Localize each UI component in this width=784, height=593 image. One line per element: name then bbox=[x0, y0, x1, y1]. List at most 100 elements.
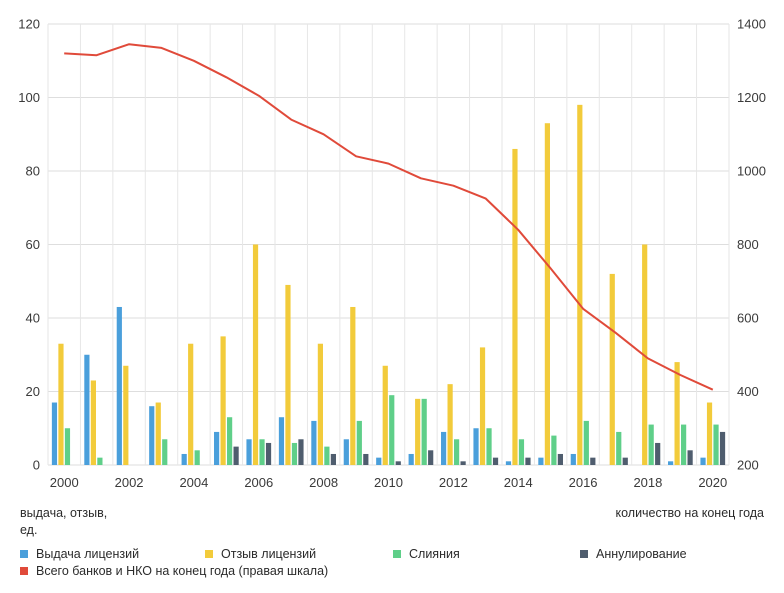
legend-label: Отзыв лицензий bbox=[221, 547, 317, 561]
bar-series bbox=[51, 104, 726, 465]
left-axis-ticks: 0 20 40 60 80 100 120 bbox=[18, 17, 40, 473]
bar-2-2017 bbox=[609, 273, 615, 465]
bar-2-2016 bbox=[577, 104, 583, 465]
legend-swatch bbox=[580, 550, 588, 558]
bar-2-2011 bbox=[415, 398, 421, 465]
bar-4-2006 bbox=[265, 442, 272, 465]
bar-2-2020 bbox=[706, 402, 713, 465]
right-tick-label: 1200 bbox=[737, 90, 766, 105]
bar-2-2009 bbox=[350, 306, 356, 465]
bar-2-2002 bbox=[123, 365, 129, 465]
bar-3-2014 bbox=[518, 439, 525, 465]
bar-2-2012 bbox=[447, 384, 453, 465]
bar-4-2011 bbox=[428, 450, 434, 465]
bar-4-2008 bbox=[330, 453, 336, 465]
bar-3-2000 bbox=[64, 428, 71, 465]
bar-1-2011 bbox=[408, 453, 414, 465]
bar-3-2007 bbox=[291, 442, 298, 465]
bar-3-2004 bbox=[194, 450, 200, 465]
bar-2-2000 bbox=[58, 343, 64, 465]
left-tick-label: 60 bbox=[26, 237, 40, 252]
total-banks-line bbox=[64, 43, 714, 391]
bar-4-2018 bbox=[655, 442, 661, 465]
left-tick-label: 0 bbox=[33, 458, 40, 473]
bar-4-2013 bbox=[492, 457, 499, 465]
bar-1-2019 bbox=[668, 461, 674, 465]
bar-3-2010 bbox=[389, 395, 395, 465]
bar-4-2015 bbox=[557, 453, 563, 465]
bar-3-2020 bbox=[713, 424, 719, 465]
bar-2-2014 bbox=[512, 148, 518, 465]
legend-item-issuance: Выдача лицензий bbox=[20, 547, 139, 561]
bar-3-2012 bbox=[454, 439, 460, 465]
legend-label: Аннулирование bbox=[596, 547, 687, 561]
bar-2-2006 bbox=[252, 244, 259, 465]
legend-item-mergers: Слияния bbox=[393, 547, 460, 561]
legend-item-annulment: Аннулирование bbox=[580, 547, 687, 561]
x-tick-label: 2020 bbox=[698, 475, 727, 490]
bar-4-2009 bbox=[363, 453, 369, 465]
bar-3-2019 bbox=[681, 424, 687, 465]
bar-1-2010 bbox=[376, 457, 382, 465]
right-tick-label: 1000 bbox=[737, 164, 766, 179]
bar-1-2006 bbox=[246, 439, 252, 465]
legend-label: Всего банков и НКО на конец года (правая… bbox=[36, 564, 329, 578]
bar-2-2013 bbox=[479, 347, 486, 465]
left-axis-label-line2: ед. bbox=[20, 523, 38, 537]
right-tick-label: 200 bbox=[737, 458, 759, 473]
legend-item-revocation: Отзыв лицензий bbox=[205, 547, 316, 561]
x-axis-ticks: 2000 2002 2004 2006 2008 2010 2012 2014 2016 2018… bbox=[50, 475, 727, 490]
bar-3-2009 bbox=[356, 420, 362, 465]
x-tick-label: 2006 bbox=[244, 475, 273, 490]
bar-4-2016 bbox=[590, 457, 596, 465]
left-axis-label: выдача, отзыв, ед. bbox=[20, 505, 107, 539]
bar-1-2009 bbox=[343, 439, 349, 465]
bar-3-2011 bbox=[421, 398, 427, 465]
bar-2-2005 bbox=[220, 336, 226, 465]
legend-swatch bbox=[20, 567, 28, 575]
x-tick-label: 2000 bbox=[50, 475, 79, 490]
left-axis-label-line1: выдача, отзыв, bbox=[20, 506, 108, 520]
x-tick-label: 2016 bbox=[569, 475, 598, 490]
bar-1-2020 bbox=[700, 457, 706, 465]
bar-3-2016 bbox=[583, 420, 589, 465]
bar-2-2008 bbox=[317, 343, 323, 465]
right-tick-label: 400 bbox=[737, 384, 759, 399]
x-tick-label: 2018 bbox=[633, 475, 662, 490]
bar-2-2007 bbox=[285, 284, 291, 465]
bar-3-2018 bbox=[648, 424, 654, 465]
bar-4-2020 bbox=[719, 431, 726, 465]
bar-4-2017 bbox=[622, 457, 628, 465]
bar-3-2013 bbox=[486, 428, 492, 465]
x-tick-label: 2008 bbox=[309, 475, 338, 490]
right-axis-label: количество на конец года bbox=[615, 506, 764, 520]
bar-4-2019 bbox=[687, 450, 693, 465]
x-tick-label: 2014 bbox=[504, 475, 533, 490]
bar-2-2004 bbox=[188, 343, 194, 465]
bar-4-2012 bbox=[460, 461, 466, 465]
left-tick-label: 40 bbox=[26, 311, 40, 326]
legend-swatch bbox=[20, 550, 28, 558]
right-tick-label: 800 bbox=[737, 237, 759, 252]
bar-1-2005 bbox=[214, 431, 220, 465]
x-tick-label: 2012 bbox=[439, 475, 468, 490]
legend-swatch bbox=[393, 550, 401, 558]
x-tick-label: 2002 bbox=[115, 475, 144, 490]
bar-2-2019 bbox=[674, 362, 680, 465]
bar-3-2015 bbox=[551, 435, 557, 465]
bar-4-2007 bbox=[298, 439, 304, 465]
bar-1-2016 bbox=[570, 453, 576, 465]
bar-1-2000 bbox=[51, 402, 58, 465]
bar-1-2003 bbox=[149, 406, 155, 465]
bar-3-2008 bbox=[324, 446, 330, 465]
left-tick-label: 100 bbox=[18, 90, 40, 105]
bar-1-2002 bbox=[116, 306, 122, 465]
bar-3-2003 bbox=[162, 439, 168, 465]
line-series bbox=[64, 43, 714, 391]
bar-4-2010 bbox=[395, 461, 401, 465]
bar-1-2008 bbox=[311, 420, 317, 465]
bar-1-2001 bbox=[84, 354, 90, 465]
left-tick-label: 120 bbox=[18, 17, 40, 32]
bar-1-2015 bbox=[538, 457, 544, 465]
